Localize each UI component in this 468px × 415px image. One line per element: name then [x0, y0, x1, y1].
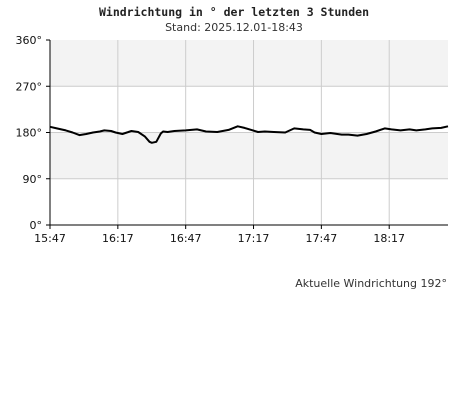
- chart-subtitle: Stand: 2025.12.01-18:43: [165, 21, 303, 34]
- x-tick-label: 16:47: [170, 232, 202, 245]
- x-tick-label: 15:47: [34, 232, 66, 245]
- y-tick-label: 180°: [16, 127, 43, 140]
- axes: [46, 39, 448, 229]
- y-tick-labels: 0° 90° 180° 270° 360°: [16, 34, 43, 232]
- x-tick-label: 17:47: [306, 232, 338, 245]
- y-tick-label: 0°: [30, 219, 43, 232]
- grid-lines: [50, 40, 448, 225]
- series-line: [49, 125, 449, 144]
- x-tick-label: 17:17: [238, 232, 270, 245]
- chart-title: Windrichtung in ° der letzten 3 Stunden: [98, 5, 370, 19]
- current-wind-direction: Aktuelle Windrichtung 192°: [295, 277, 447, 290]
- band-lower: [50, 132, 448, 179]
- y-tick-label: 360°: [16, 34, 43, 47]
- y-tick-label: 270°: [16, 80, 43, 93]
- band-upper: [50, 40, 448, 87]
- y-tick-label: 90°: [23, 173, 43, 186]
- x-tick-labels: 15:47 16:17 16:47 17:17 17:47 18:17: [34, 232, 405, 245]
- x-tick-label: 18:17: [373, 232, 405, 245]
- x-tick-label: 16:17: [102, 232, 134, 245]
